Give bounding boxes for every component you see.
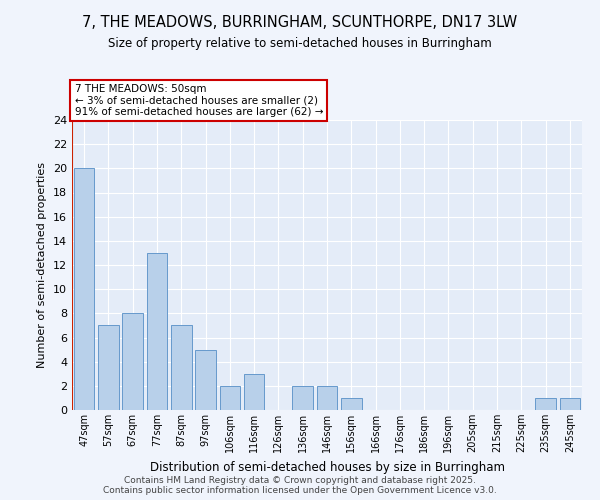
Text: Contains public sector information licensed under the Open Government Licence v3: Contains public sector information licen… (103, 486, 497, 495)
Text: 7, THE MEADOWS, BURRINGHAM, SCUNTHORPE, DN17 3LW: 7, THE MEADOWS, BURRINGHAM, SCUNTHORPE, … (82, 15, 518, 30)
Bar (171, 326, 191, 410)
Bar (560, 398, 580, 410)
Text: Size of property relative to semi-detached houses in Burringham: Size of property relative to semi-detach… (108, 38, 492, 51)
Bar (317, 386, 337, 410)
Bar (220, 386, 240, 410)
Bar (292, 386, 313, 410)
Bar (341, 398, 362, 410)
Bar (244, 374, 265, 410)
X-axis label: Distribution of semi-detached houses by size in Burringham: Distribution of semi-detached houses by … (149, 460, 505, 473)
Bar (74, 168, 94, 410)
Y-axis label: Number of semi-detached properties: Number of semi-detached properties (37, 162, 47, 368)
Bar (535, 398, 556, 410)
Text: 7 THE MEADOWS: 50sqm
← 3% of semi-detached houses are smaller (2)
91% of semi-de: 7 THE MEADOWS: 50sqm ← 3% of semi-detach… (74, 84, 323, 117)
Bar (146, 253, 167, 410)
Bar (122, 314, 143, 410)
Bar (195, 350, 216, 410)
Bar (98, 326, 119, 410)
Text: Contains HM Land Registry data © Crown copyright and database right 2025.: Contains HM Land Registry data © Crown c… (124, 476, 476, 485)
